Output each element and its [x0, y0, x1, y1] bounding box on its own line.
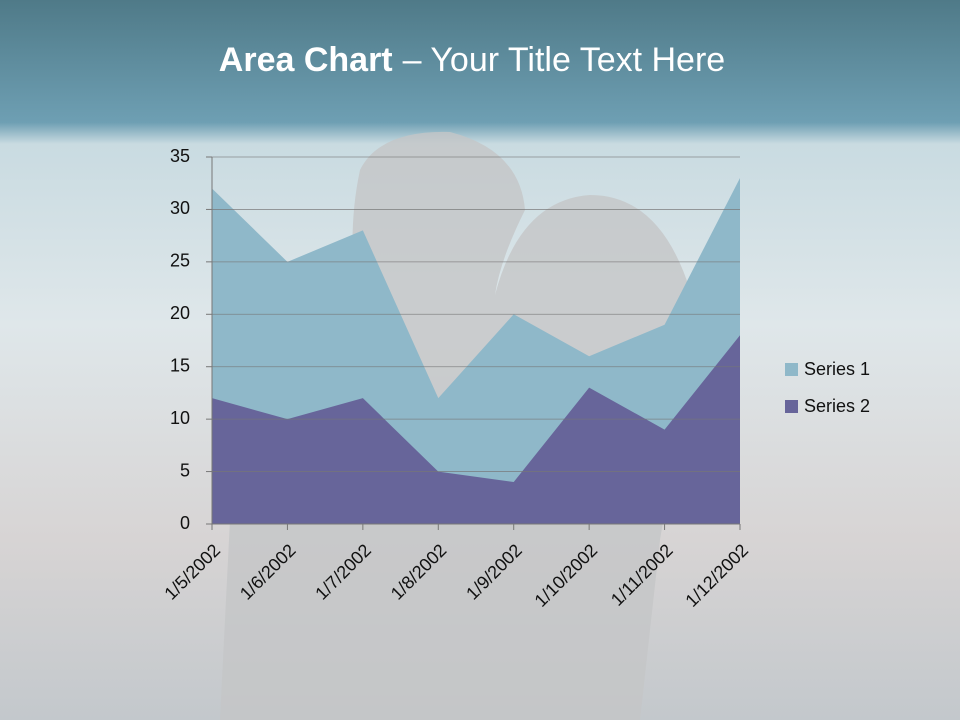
title-rest: – Your Title Text Here — [403, 41, 726, 79]
y-tick-label: 15 — [170, 355, 190, 375]
y-tick-label: 0 — [180, 513, 190, 533]
y-tick-label: 20 — [170, 303, 190, 323]
y-tick-label: 5 — [180, 460, 190, 480]
y-tick-label: 35 — [170, 146, 190, 166]
legend-swatch — [785, 363, 798, 376]
y-tick-label: 30 — [170, 198, 190, 218]
y-tick-label: 10 — [170, 408, 190, 428]
legend-label: Series 1 — [804, 359, 870, 379]
legend-label: Series 2 — [804, 396, 870, 416]
title: Area Chart – Your Title Text Here — [219, 41, 725, 79]
y-tick-label: 25 — [170, 251, 190, 271]
title-bold: Area Chart — [219, 41, 393, 79]
area — [212, 335, 740, 524]
legend-swatch — [785, 400, 798, 413]
